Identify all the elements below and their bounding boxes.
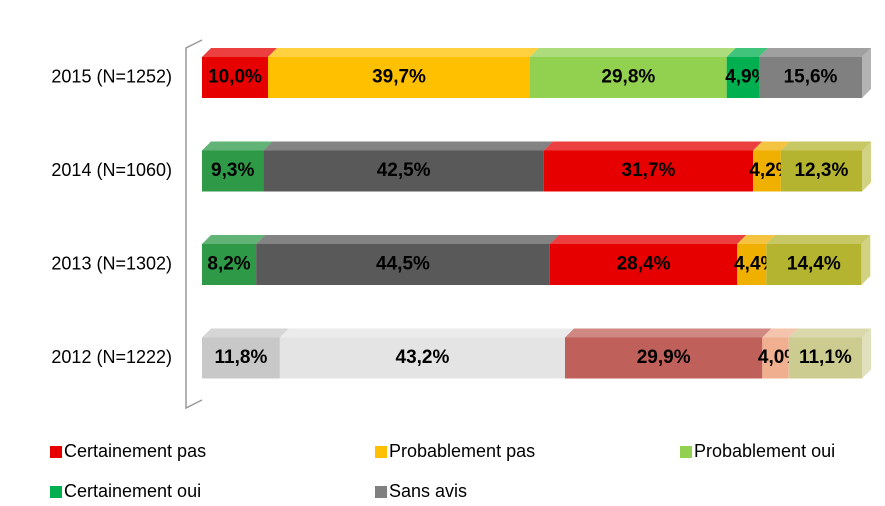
bar (753, 150, 781, 192)
bar (543, 150, 754, 192)
y-tick-label: 2012 (N=1222) (51, 347, 172, 367)
bar-top (543, 141, 763, 151)
bar-side (862, 141, 871, 192)
bar (202, 57, 268, 98)
value-label: 29,8% (601, 67, 655, 88)
value-label: 12,3% (794, 160, 848, 181)
legend-label: Probablement oui (694, 441, 835, 461)
value-label: 31,7% (622, 160, 676, 181)
bar (530, 57, 727, 98)
legend-label: Certainement oui (64, 481, 201, 501)
legend-swatch (680, 446, 692, 458)
y-tick-label: 2013 (N=1302) (51, 253, 172, 273)
legend-label: Sans avis (389, 481, 467, 501)
bar-top (202, 141, 273, 151)
bar-top (780, 141, 871, 151)
value-label: 28,4% (617, 254, 671, 275)
bar (759, 57, 862, 98)
bar-top (202, 328, 289, 338)
bar (279, 337, 565, 379)
bar-top (202, 235, 266, 244)
legend-swatch (50, 446, 62, 458)
bar-side (861, 235, 871, 285)
bar-side (862, 328, 871, 379)
axis-wall (185, 39, 203, 410)
value-label: 4,9% (725, 67, 768, 88)
bar (726, 57, 760, 98)
value-label: 43,2% (396, 347, 450, 368)
value-label: 42,5% (377, 160, 431, 181)
value-label: 9,3% (211, 160, 254, 181)
y-tick-label: 2015 (N=1252) (51, 66, 172, 86)
value-label: 11,1% (799, 347, 852, 368)
value-label: 14,4% (787, 254, 841, 275)
bar (737, 244, 767, 285)
bar-top (530, 48, 736, 57)
legend-label: Certainement pas (64, 441, 206, 461)
bar (202, 244, 257, 285)
bar (780, 150, 862, 192)
value-label: 8,2% (207, 254, 250, 275)
value-label: 29,9% (637, 347, 691, 368)
bar-top (549, 235, 747, 244)
legend-swatch (50, 486, 62, 498)
bar (549, 244, 738, 285)
value-label: 10,0% (208, 67, 262, 88)
value-label: 11,8% (215, 347, 268, 368)
bar-top (263, 141, 553, 151)
bar (268, 57, 531, 98)
bar-top (762, 328, 798, 338)
y-tick-label: 2014 (N=1060) (51, 160, 172, 180)
value-label: 44,5% (376, 254, 430, 275)
bar (202, 337, 280, 379)
bar-top (279, 328, 574, 338)
bar (788, 337, 862, 379)
bar-side (862, 48, 871, 98)
bar-top (788, 328, 871, 338)
bar-top (759, 48, 871, 57)
bar-top (256, 235, 559, 244)
value-label: 39,7% (372, 67, 426, 88)
bar-top (753, 141, 790, 151)
value-label: 15,6% (784, 67, 838, 88)
bar-top (268, 48, 540, 57)
bar-top (766, 235, 871, 244)
bar (762, 337, 789, 379)
legend-swatch (375, 486, 387, 498)
bar-top (726, 48, 769, 57)
bar-top (202, 48, 277, 57)
bar (256, 244, 550, 285)
bar-top (565, 328, 772, 338)
bar (565, 337, 763, 379)
bar (766, 244, 862, 285)
legend-swatch (375, 446, 387, 458)
bar (263, 150, 544, 192)
bar (202, 150, 264, 192)
bar-top (737, 235, 776, 244)
legend-label: Probablement pas (389, 441, 535, 461)
